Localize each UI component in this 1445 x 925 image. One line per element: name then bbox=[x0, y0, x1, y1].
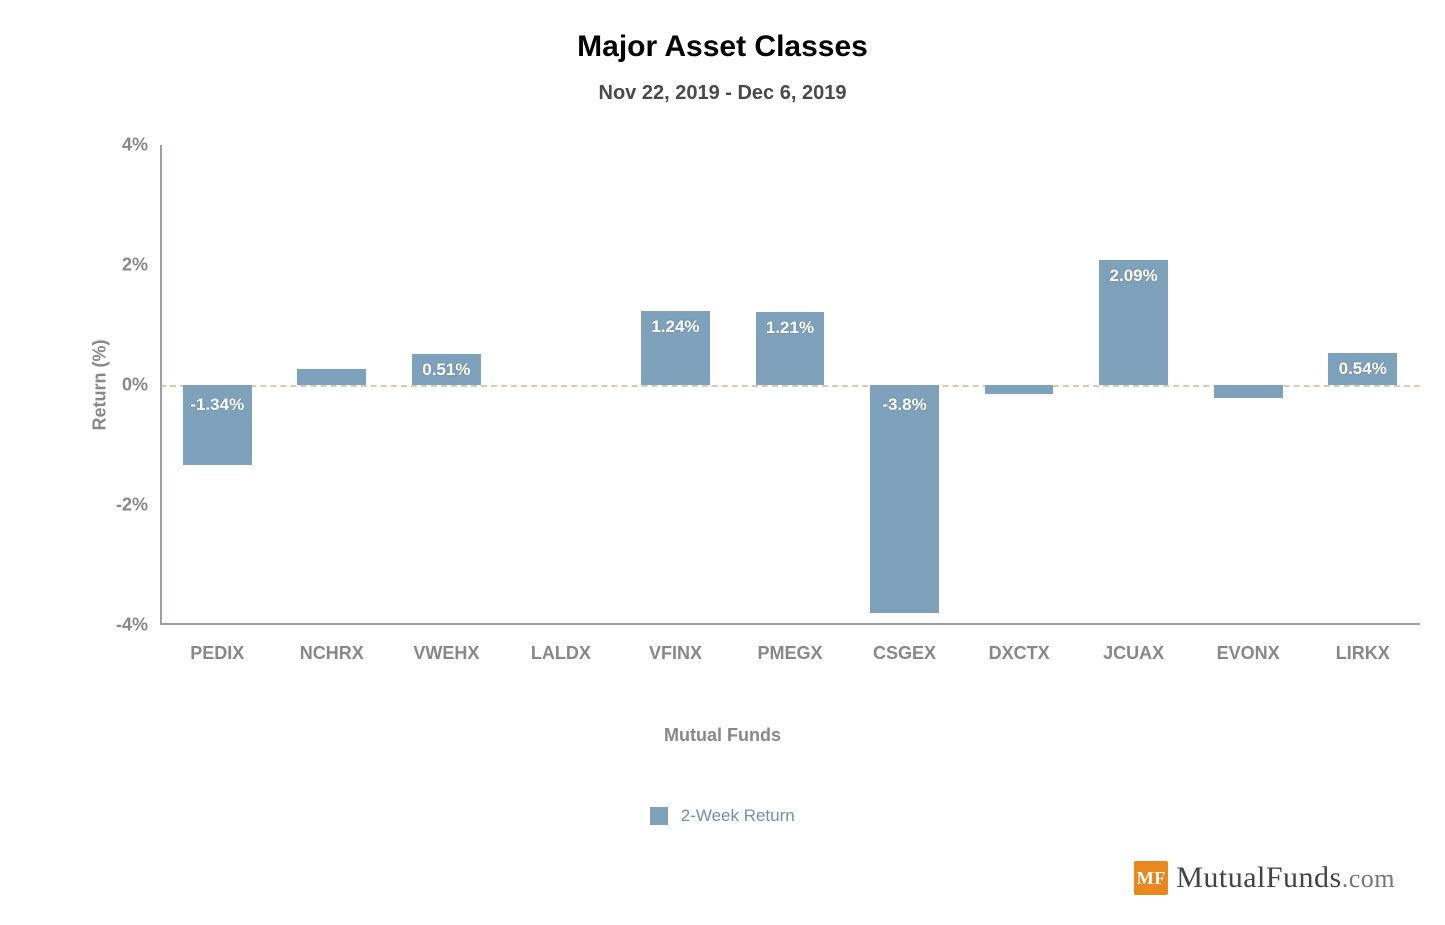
logo-box-text: MF bbox=[1137, 868, 1166, 889]
bar: 1.24% bbox=[641, 311, 710, 385]
category-labels: PEDIXNCHRXVWEHXLALDXVFINXPMEGXCSGEXDXCTX… bbox=[160, 625, 1420, 655]
category-label: LALDX bbox=[531, 643, 591, 664]
logo-text-suffix: .com bbox=[1342, 864, 1395, 893]
chart-container: Major Asset Classes Nov 22, 2019 - Dec 6… bbox=[0, 0, 1445, 925]
y-axis-label: Return (%) bbox=[90, 340, 111, 431]
bar: 0.54% bbox=[1328, 353, 1397, 385]
chart-title: Major Asset Classes bbox=[40, 30, 1405, 64]
chart-subtitle: Nov 22, 2019 - Dec 6, 2019 bbox=[40, 82, 1405, 105]
category-label: PMEGX bbox=[757, 643, 822, 664]
category-label: JCUAX bbox=[1103, 643, 1164, 664]
bar-value-label: 2.09% bbox=[1110, 266, 1158, 286]
y-tick: 0% bbox=[122, 375, 148, 396]
bar bbox=[297, 369, 366, 385]
bar: 0.51% bbox=[412, 354, 481, 385]
y-tick: -2% bbox=[116, 495, 148, 516]
logo: MF MutualFunds.com bbox=[1134, 861, 1395, 895]
category-label: NCHRX bbox=[300, 643, 364, 664]
legend-swatch bbox=[650, 807, 668, 825]
bar: 1.21% bbox=[756, 312, 825, 385]
bar-value-label: -3.8% bbox=[882, 395, 926, 415]
logo-text: MutualFunds.com bbox=[1176, 861, 1395, 895]
bar-value-label: 0.51% bbox=[422, 360, 470, 380]
x-axis-label: Mutual Funds bbox=[40, 725, 1405, 746]
y-tick: -4% bbox=[116, 615, 148, 636]
logo-box: MF bbox=[1134, 861, 1168, 895]
bar bbox=[1214, 385, 1283, 398]
legend-label: 2-Week Return bbox=[681, 806, 795, 825]
bar-value-label: 0.54% bbox=[1339, 359, 1387, 379]
bar bbox=[985, 385, 1054, 394]
legend: 2-Week Return bbox=[40, 806, 1405, 826]
category-label: DXCTX bbox=[989, 643, 1050, 664]
bar-value-label: -1.34% bbox=[190, 395, 244, 415]
plot-area: Return (%) -1.34%0.51%1.24%1.21%-3.8%2.0… bbox=[160, 145, 1420, 625]
bar-value-label: 1.24% bbox=[651, 317, 699, 337]
y-tick: 4% bbox=[122, 135, 148, 156]
category-label: LIRKX bbox=[1336, 643, 1390, 664]
logo-text-main: MutualFunds bbox=[1176, 861, 1342, 894]
bar-value-label: 1.21% bbox=[766, 318, 814, 338]
category-label: VFINX bbox=[649, 643, 702, 664]
bar: -3.8% bbox=[870, 385, 939, 613]
bars-layer: -1.34% 0.51% 1.24% 1.21% -3.8% 2.09% 0.54% bbox=[160, 145, 1420, 625]
bar: -1.34% bbox=[183, 385, 252, 465]
category-label: EVONX bbox=[1217, 643, 1280, 664]
category-label: PEDIX bbox=[190, 643, 244, 664]
y-tick: 2% bbox=[122, 255, 148, 276]
bar: 2.09% bbox=[1099, 260, 1168, 385]
category-label: VWEHX bbox=[413, 643, 479, 664]
category-label: CSGEX bbox=[873, 643, 936, 664]
